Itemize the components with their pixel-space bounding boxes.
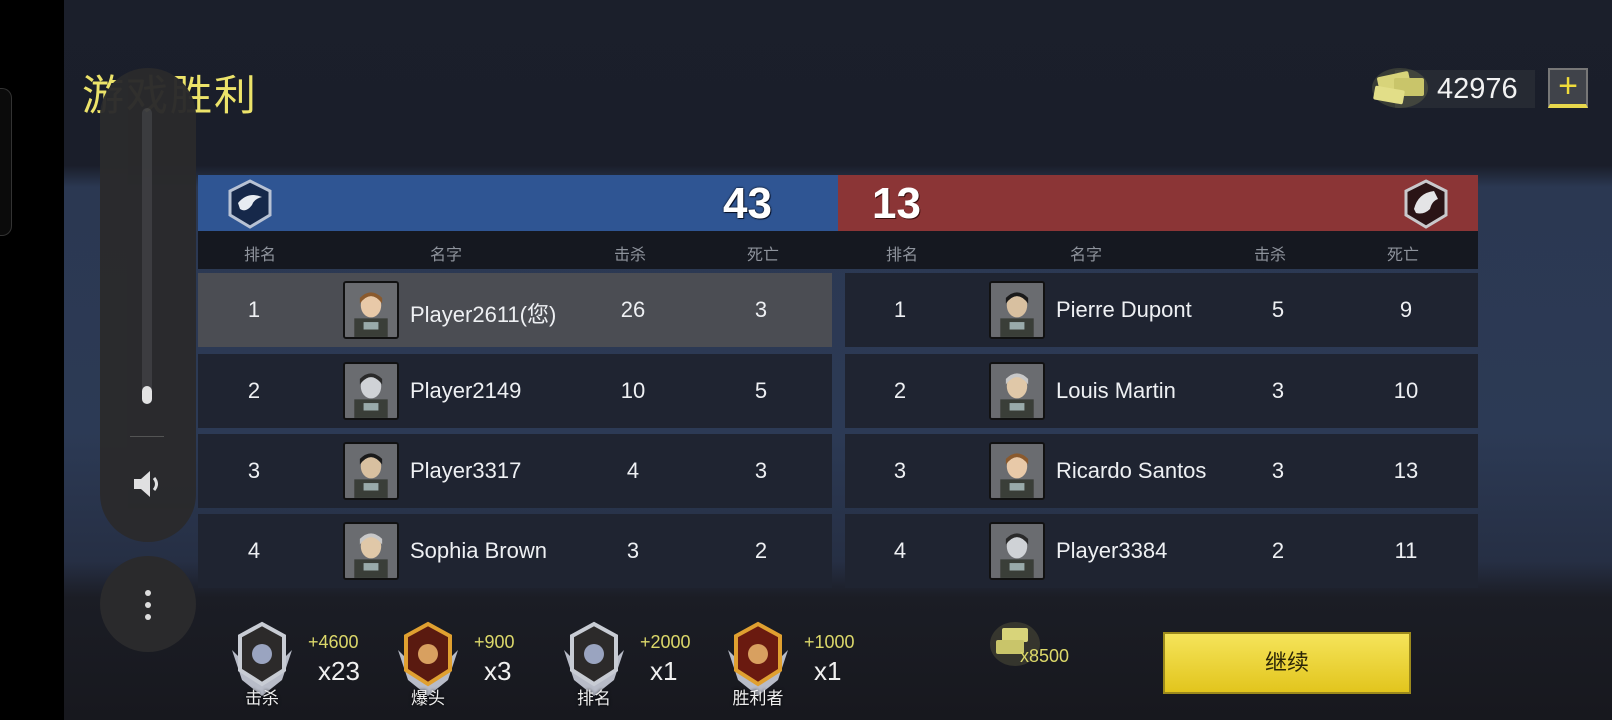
player-deaths: 3 (754, 458, 768, 483)
reward-label: 击杀 (245, 689, 279, 708)
player-name: Player2611(您) (410, 302, 557, 327)
player-deaths: 13 (1393, 458, 1419, 483)
more-options-button[interactable] (100, 556, 196, 652)
red-team-score: 13 (872, 179, 921, 228)
total-reward: x8500 (990, 620, 1100, 680)
player-kills: 10 (620, 378, 646, 403)
player-kills: 4 (626, 458, 640, 483)
volume-slider[interactable] (142, 108, 152, 404)
blue-player-row[interactable]: 4 Sophia Brown 3 2 (198, 514, 832, 588)
cash-stack-icon (1372, 68, 1428, 108)
header-kills: 击杀 (1253, 247, 1287, 264)
player-avatar (989, 362, 1045, 420)
trophy-badge-icon (728, 621, 788, 696)
header-kills: 击杀 (613, 247, 647, 264)
screen-edge (0, 88, 12, 236)
reward-multiplier: x23 (318, 656, 360, 686)
red-player-row[interactable]: 4 Player3384 2 11 (845, 514, 1478, 588)
dot (145, 590, 151, 596)
player-deaths: 3 (754, 297, 768, 322)
player-rank: 2 (893, 378, 907, 403)
player-name: Louis Martin (1056, 378, 1176, 403)
header-rank: 排名 (243, 247, 277, 264)
player-avatar (343, 362, 399, 420)
reward-item: +4600 x23 击杀 (230, 620, 390, 710)
red-player-row[interactable]: 3 Ricardo Santos 3 13 (845, 434, 1478, 508)
eagle-emblem-icon (228, 179, 272, 229)
reward-bonus: +1000 (804, 632, 855, 652)
player-avatar (989, 281, 1045, 339)
add-currency-button[interactable]: + (1548, 68, 1588, 108)
dot (145, 602, 151, 608)
reward-item: +1000 x1 胜利者 (726, 620, 886, 710)
player-avatar (989, 522, 1045, 580)
scoreboard-header: 排名 名字 击杀 死亡 排名 名字 击杀 死亡 (198, 231, 1478, 269)
header-deaths: 死亡 (1386, 247, 1420, 264)
header-name: 名字 (429, 247, 463, 264)
player-avatar (343, 522, 399, 580)
player-kills: 3 (1271, 378, 1285, 403)
player-name: Player2149 (410, 378, 522, 403)
player-deaths: 2 (754, 538, 768, 563)
player-name: Player3384 (1056, 538, 1168, 563)
blue-player-row[interactable]: 3 Player3317 4 3 (198, 434, 832, 508)
player-avatar (343, 442, 399, 500)
red-player-row[interactable]: 1 Pierre Dupont 5 9 (845, 273, 1478, 347)
red-player-row[interactable]: 2 Louis Martin 3 10 (845, 354, 1478, 428)
reward-multiplier: x1 (650, 656, 678, 686)
player-rank: 2 (247, 378, 261, 403)
header-rank: 排名 (885, 247, 919, 264)
total-reward-amount: x8500 (1020, 646, 1070, 666)
player-rank: 1 (893, 297, 907, 322)
red-team-bar: 13 (838, 175, 1478, 231)
reward-bonus: +2000 (640, 632, 691, 652)
blue-team-bar: 43 (198, 175, 838, 231)
reward-label: 爆头 (411, 689, 445, 708)
reward-bonus: +4600 (308, 632, 359, 652)
reward-multiplier: x3 (484, 656, 512, 686)
continue-button[interactable]: 继续 (1163, 632, 1411, 694)
blue-player-row[interactable]: 1 Player2611(您) 26 3 (198, 273, 832, 347)
reward-item: +2000 x1 排名 (562, 620, 722, 710)
player-name: Pierre Dupont (1056, 297, 1192, 322)
player-kills: 26 (620, 297, 646, 322)
reward-item: +900 x3 爆头 (396, 620, 556, 710)
reward-label: 胜利者 (732, 689, 784, 708)
player-name: Player3317 (410, 458, 522, 483)
header-name: 名字 (1069, 247, 1103, 264)
player-deaths: 11 (1394, 538, 1418, 563)
blue-player-row[interactable]: 2 Player2149 10 5 (198, 354, 832, 428)
player-avatar (343, 281, 399, 339)
player-name: Ricardo Santos (1056, 458, 1207, 483)
player-rank: 4 (247, 538, 261, 563)
player-deaths: 9 (1399, 297, 1413, 322)
player-kills: 2 (1271, 538, 1285, 563)
dot (145, 614, 151, 620)
skull-badge-icon (398, 621, 458, 696)
player-rank: 3 (247, 458, 261, 483)
wolf-emblem-icon (1404, 179, 1448, 229)
player-rank: 4 (893, 538, 907, 563)
reward-bonus: +900 (474, 632, 515, 652)
player-deaths: 10 (1393, 378, 1419, 403)
reward-multiplier: x1 (814, 656, 842, 686)
player-kills: 3 (1271, 458, 1285, 483)
player-deaths: 5 (754, 378, 768, 403)
cash-stack-icon (990, 622, 1040, 666)
player-rank: 3 (893, 458, 907, 483)
volume-panel (100, 68, 196, 542)
player-rank: 1 (247, 297, 261, 322)
player-avatar (989, 442, 1045, 500)
volume-slider-fill (142, 386, 152, 404)
star-badge-icon (232, 621, 292, 696)
player-name: Sophia Brown (410, 538, 547, 563)
reward-label: 排名 (577, 689, 611, 708)
speaker-icon[interactable] (128, 464, 168, 504)
header-deaths: 死亡 (746, 247, 780, 264)
podium-badge-icon (564, 621, 624, 696)
divider (130, 436, 164, 437)
player-kills: 5 (1271, 297, 1285, 322)
blue-team-score: 43 (723, 179, 772, 228)
player-kills: 3 (626, 538, 640, 563)
